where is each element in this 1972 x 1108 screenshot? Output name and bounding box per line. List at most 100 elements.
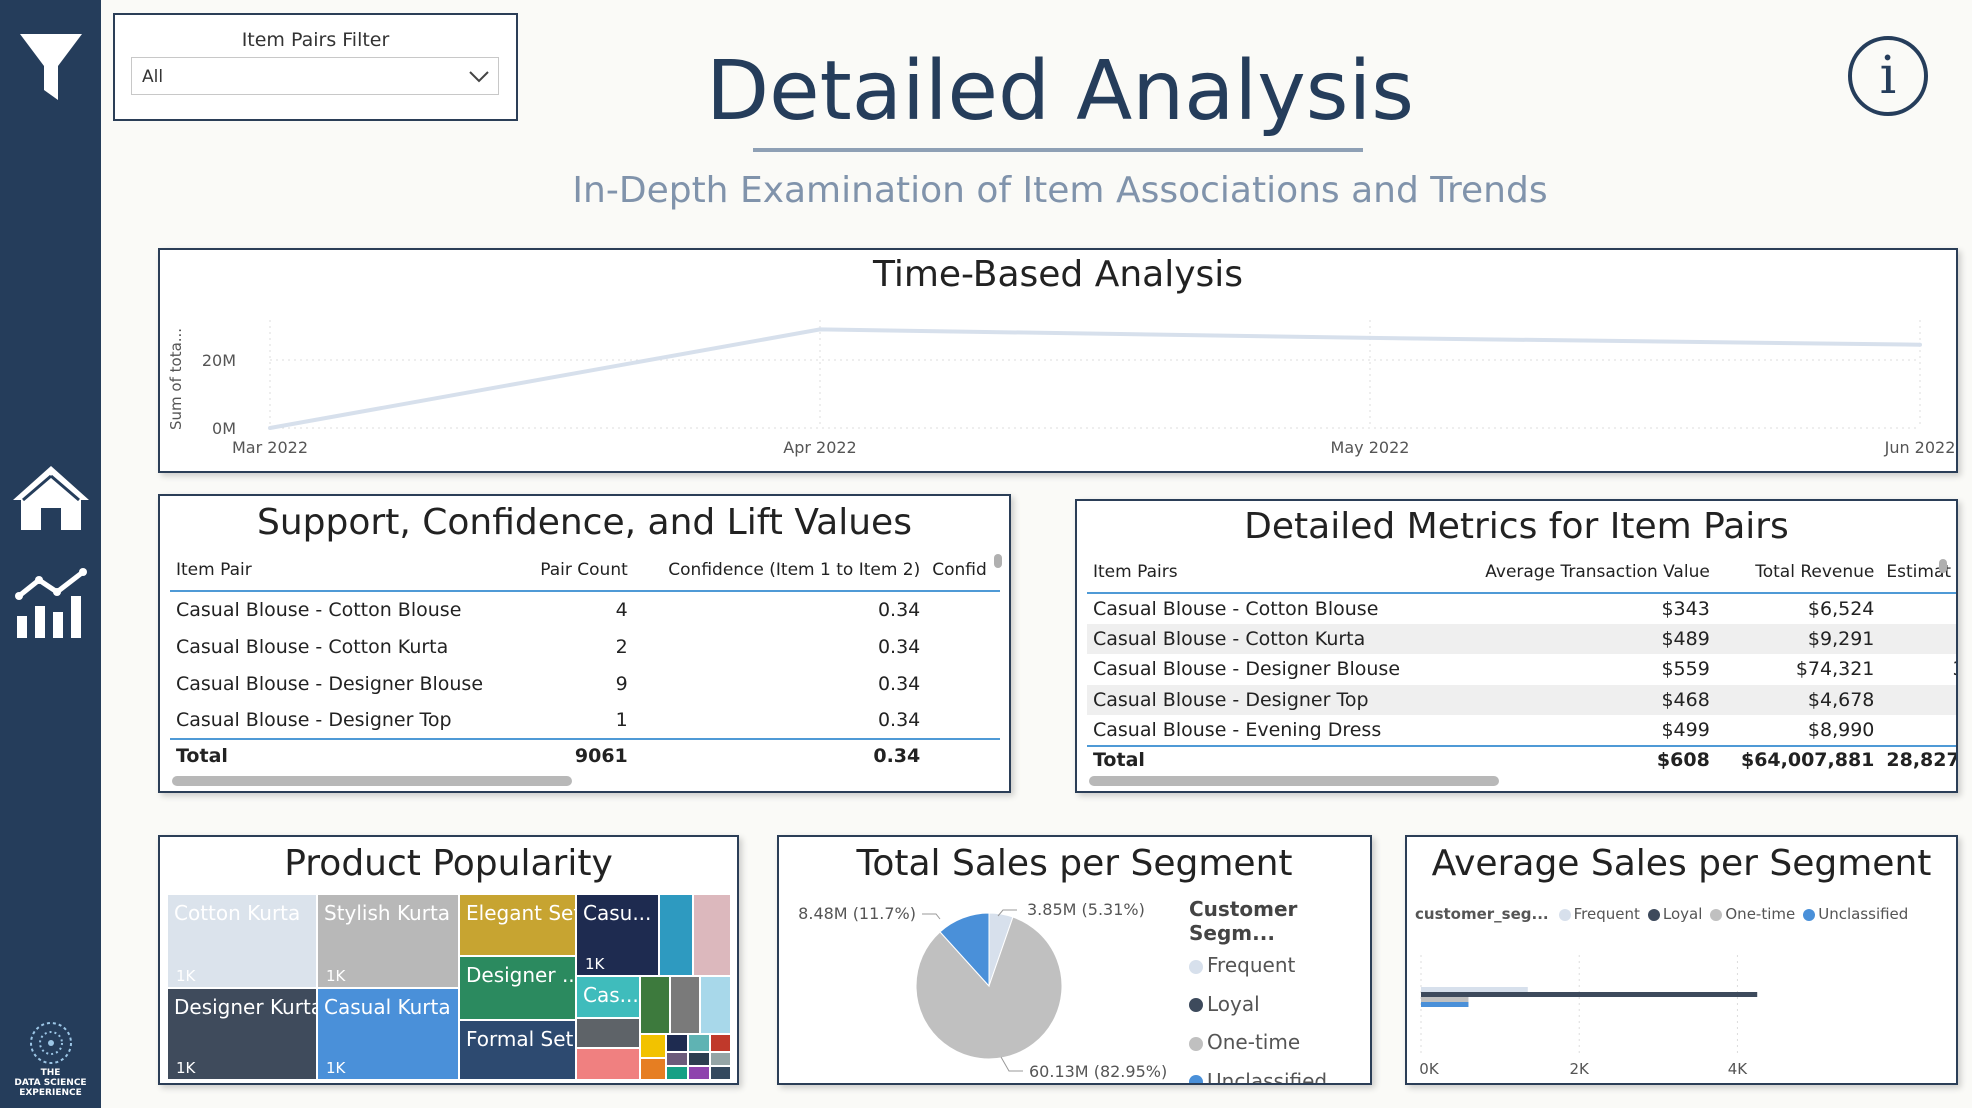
bar-loyal[interactable] <box>1421 992 1758 997</box>
treemap-cell[interactable]: Casual Kurta 1K <box>318 989 458 1079</box>
vertical-scrollbar[interactable] <box>1939 559 1947 573</box>
treemap-cell[interactable]: Designer Kurta 1K <box>168 989 316 1079</box>
filter-icon[interactable] <box>0 32 101 102</box>
total-sales-title: Total Sales per Segment <box>856 843 1293 884</box>
line-point <box>1918 342 1922 347</box>
legend-label: Unclassified <box>1207 1068 1328 1085</box>
treemap-cell[interactable] <box>667 1035 687 1051</box>
analytics-icon[interactable] <box>0 566 101 640</box>
pie-slice-unclassified[interactable] <box>939 912 990 988</box>
estimat-cell: : <box>1880 685 1956 716</box>
table-row[interactable]: Casual Blouse - Evening Dress $499 $8,990: <box>1087 715 1956 746</box>
treemap-cell[interactable]: Elegant Set <box>460 895 575 955</box>
treemap-cell[interactable] <box>641 1059 665 1079</box>
treemap-cell[interactable]: Casu... 1K <box>577 895 658 975</box>
table-row[interactable]: Casual Blouse - Designer Top $468 $4,678: <box>1087 684 1956 716</box>
treemap-cell[interactable]: Stylish Kurta 1K <box>318 895 458 987</box>
table-total-row: Total 9061 0.34 <box>170 738 1000 771</box>
table-row[interactable]: Casual Blouse - Designer Blouse $559 $74,3… <box>1087 654 1956 685</box>
treemap-cell[interactable] <box>711 1067 730 1079</box>
col-confidence[interactable]: Confidence (Item 1 to Item 2) <box>633 549 927 592</box>
home-icon[interactable] <box>0 462 101 532</box>
treemap-cell[interactable] <box>577 1019 639 1047</box>
item-pairs-dropdown[interactable]: All <box>131 57 499 95</box>
treemap-cell[interactable] <box>671 977 699 1033</box>
legend-item-frequent[interactable]: Frequent <box>1189 953 1370 992</box>
bar-one-time[interactable] <box>1421 997 1469 1002</box>
pie-slice-one-time[interactable] <box>915 916 1063 1060</box>
product-popularity-title: Product Popularity <box>284 843 613 884</box>
treemap-cell[interactable]: Cotton Kurta 1K <box>168 895 316 987</box>
legend-item-unclassified[interactable]: Unclassified <box>1189 1068 1370 1085</box>
horizontal-scrollbar[interactable] <box>1089 776 1499 786</box>
treemap-cell[interactable] <box>689 1053 709 1065</box>
treemap-cell[interactable]: Designer ... <box>460 957 575 1019</box>
table-row[interactable]: Casual Blouse - Cotton Blouse 4 0.34 <box>170 591 1000 628</box>
treemap-cell[interactable] <box>660 895 692 975</box>
col-avg-transaction[interactable]: Average Transaction Value <box>1448 551 1716 594</box>
x-tick-label: 0K <box>1419 1060 1440 1078</box>
table-row[interactable]: Casual Blouse - Designer Top 1 0.34 <box>170 702 1000 739</box>
vertical-scrollbar[interactable] <box>994 554 1002 568</box>
total-revenue-cell: $74,321 <box>1795 658 1875 681</box>
treemap-cell[interactable] <box>711 1053 730 1065</box>
col-confid[interactable]: Confid <box>926 549 1000 592</box>
pie-label-frequent: 3.85M (5.31%) <box>1027 900 1145 919</box>
total-revenue-cell: $8,990 <box>1807 719 1875 742</box>
treemap-value: 1K <box>176 1059 196 1077</box>
table-row[interactable]: Casual Blouse - Cotton Kurta $489 $9,2914 <box>1087 623 1956 655</box>
bar-unclassified[interactable] <box>1421 1002 1469 1007</box>
legend-label: Unclassified <box>1818 905 1909 923</box>
legend-item-one-time[interactable]: One-time <box>1189 1030 1370 1069</box>
treemap-cell[interactable] <box>701 977 730 1033</box>
data-science-logo-icon <box>0 1020 101 1066</box>
legend-item-loyal[interactable]: Loyal <box>1189 992 1370 1031</box>
col-item-pair[interactable]: Item Pair <box>170 549 524 592</box>
treemap-cell[interactable] <box>577 1049 639 1079</box>
legend-item-unclassified[interactable]: Unclassified <box>1803 905 1908 923</box>
treemap-cell[interactable] <box>689 1035 709 1051</box>
pair-count-cell: 9 <box>615 672 628 695</box>
confidence-cell: 0.34 <box>877 672 921 695</box>
col-item-pairs[interactable]: Item Pairs <box>1087 551 1449 594</box>
product-popularity-panel: Product Popularity Cotton Kurta 1K Stylish… <box>158 835 739 1085</box>
treemap-cell[interactable] <box>667 1067 687 1079</box>
table-row[interactable]: Casual Blouse - Designer Blouse 9 0.34 <box>170 665 1000 702</box>
pie-label-one-time: 60.13M (82.95%) <box>1029 1062 1167 1081</box>
line-series <box>269 327 1921 430</box>
legend-swatch <box>1647 908 1660 921</box>
treemap-label: Designer Kurta <box>174 995 316 1019</box>
time-analysis-title: Time-Based Analysis <box>872 254 1244 295</box>
treemap-cell[interactable] <box>641 1035 665 1057</box>
title-underline <box>753 148 1363 152</box>
col-total-revenue[interactable]: Total Revenue <box>1715 551 1881 594</box>
legend-item-loyal[interactable]: Loyal <box>1647 905 1702 923</box>
segment-pie-chart: 3.85M (5.31%) 8.48M (11.7%) 60.13M (82.95%… <box>798 900 1167 1081</box>
treemap-cell[interactable] <box>689 1067 709 1079</box>
support-table: Item Pair Pair Count Confidence (Item 1 … <box>170 549 1000 771</box>
col-estimat[interactable]: Estimat <box>1880 551 1956 594</box>
horizontal-scrollbar[interactable] <box>172 776 572 786</box>
info-button[interactable]: i <box>1848 36 1928 116</box>
treemap-cell[interactable] <box>694 895 730 975</box>
treemap-cell[interactable]: Cas... <box>577 977 639 1017</box>
item-pair-cell: Casual Blouse - Cotton Kurta <box>176 635 449 658</box>
pie-label-unclassified: 8.48M (11.7%) <box>798 904 916 923</box>
treemap-cell[interactable] <box>667 1053 687 1065</box>
x-tick-label: May 2022 <box>1331 438 1410 457</box>
treemap-cell[interactable] <box>711 1035 730 1051</box>
treemap-cell[interactable]: Formal Set <box>460 1021 575 1079</box>
legend-item-one-time[interactable]: One-time <box>1710 905 1795 923</box>
x-tick-label: Jun 2022 <box>1884 438 1956 457</box>
treemap-label: Casu... <box>583 901 652 925</box>
legend-item-frequent[interactable]: Frequent <box>1558 905 1640 923</box>
bar-frequent[interactable] <box>1421 987 1528 992</box>
time-analysis-panel: Time-Based Analysis 0M 20M Mar 2022 Apr 202… <box>158 248 1958 473</box>
total-revenue-cell: $9,291 <box>1807 627 1875 650</box>
sidebar: THE DATA SCIENCE EXPERIENCE <box>0 0 101 1108</box>
table-row[interactable]: Casual Blouse - Cotton Blouse $343 $6,524: <box>1087 593 1956 624</box>
bar-legend: customer_seg... Frequent Loyal One-time Uncl… <box>1415 905 1916 923</box>
table-row[interactable]: Casual Blouse - Cotton Kurta 2 0.34 <box>170 628 1000 665</box>
col-pair-count[interactable]: Pair Count <box>523 549 634 592</box>
treemap-cell[interactable] <box>641 977 669 1033</box>
